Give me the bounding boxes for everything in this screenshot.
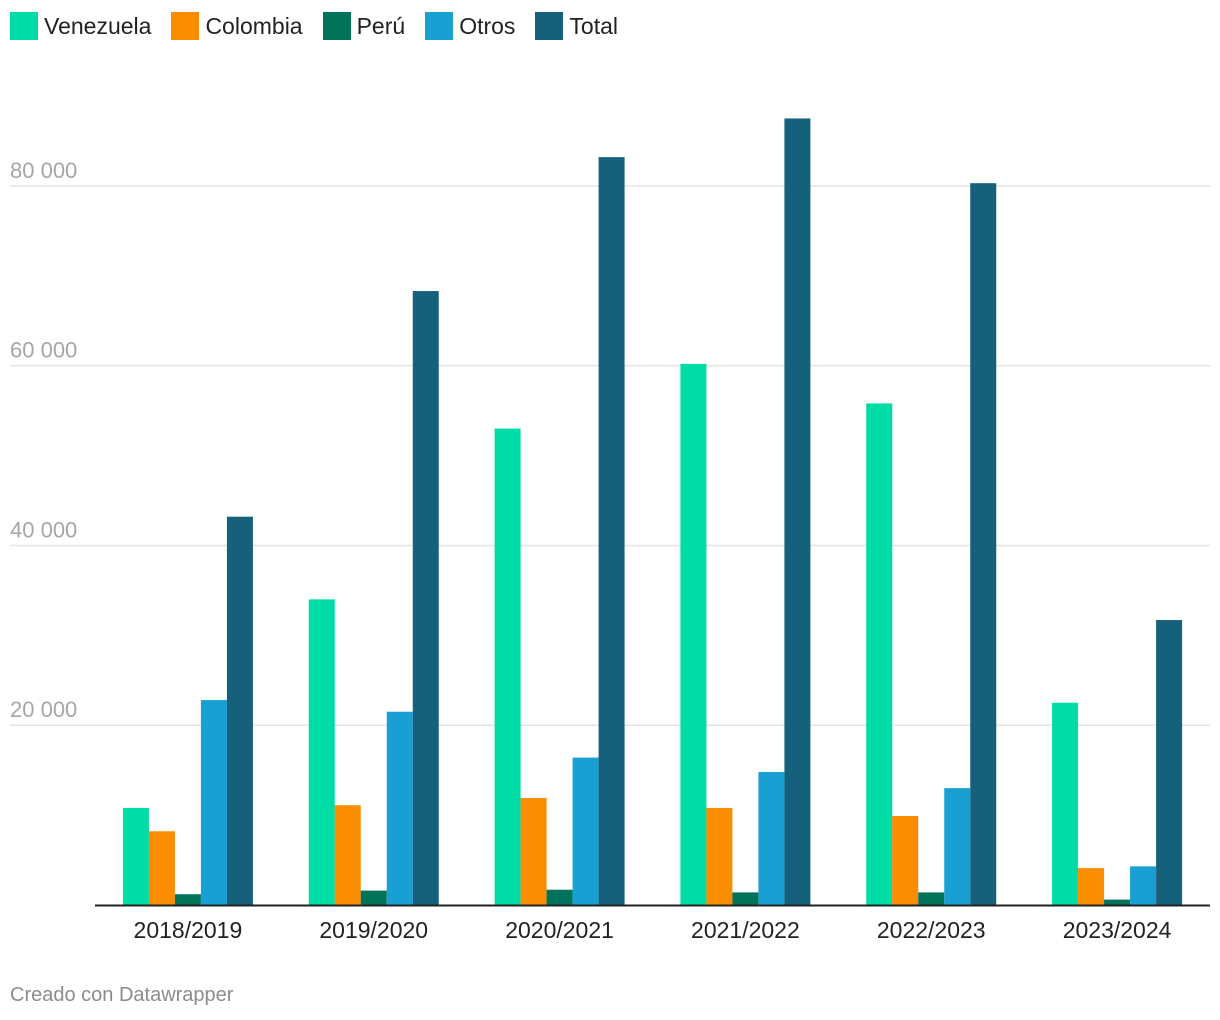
- legend-label: Otros: [459, 12, 516, 39]
- bar-peru-2021-2022: [732, 892, 759, 905]
- bar-otros-2023-2024: [1130, 866, 1157, 905]
- y-tick-label: 60 000: [10, 338, 77, 363]
- bar-colombia-2019-2020: [334, 805, 361, 905]
- x-tick-label: 2020/2021: [505, 917, 614, 943]
- bar-venezuela-2019-2020: [308, 599, 335, 905]
- y-tick-label: 80 000: [10, 158, 77, 183]
- legend-label: Venezuela: [44, 12, 152, 39]
- y-tick-label: 40 000: [10, 517, 77, 542]
- legend-label: Perú: [356, 12, 406, 39]
- bar-venezuela-2020-2021: [494, 428, 521, 905]
- bar-venezuela-2021-2022: [680, 363, 707, 905]
- y-axis-tick-labels: 20 000 40 000 60 000 80 000: [10, 158, 77, 722]
- bar-total-2022-2023: [970, 183, 997, 906]
- bar-total-2019-2020: [412, 291, 439, 905]
- bar-colombia-2023-2024: [1078, 868, 1105, 905]
- y-tick-label: 20 000: [10, 697, 77, 722]
- legend-item-total: Total: [535, 12, 618, 40]
- bar-venezuela-2023-2024: [1052, 702, 1079, 905]
- bar-venezuela-2018-2019: [122, 807, 149, 905]
- legend-swatch: [322, 12, 351, 40]
- legend-item-colombia: Colombia: [171, 12, 303, 40]
- bar-otros-2018-2019: [200, 700, 227, 905]
- bar-total-2020-2021: [598, 157, 625, 905]
- bar-venezuela-2022-2023: [866, 403, 893, 905]
- bars: [122, 118, 1183, 906]
- bar-otros-2022-2023: [944, 788, 971, 905]
- x-tick-label: 2023/2024: [1063, 917, 1172, 943]
- bar-chart: 20 000 40 000 60 000 80 000 2018/2019 2019/2…: [10, 118, 1210, 943]
- bar-peru-2022-2023: [918, 892, 945, 905]
- x-tick-label: 2022/2023: [877, 917, 986, 943]
- credit-footer: Creado con Datawrapper: [10, 984, 234, 1006]
- legend-swatch: [171, 12, 200, 40]
- bar-peru-2019-2020: [360, 890, 387, 905]
- bar-colombia-2018-2019: [148, 831, 175, 905]
- bar-peru-2023-2024: [1104, 899, 1131, 905]
- legend-item-peru: Perú: [322, 12, 406, 40]
- legend-label: Total: [569, 12, 619, 39]
- bar-colombia-2022-2023: [892, 816, 919, 905]
- x-axis-tick-labels: 2018/2019 2019/2020 2020/2021 2021/2022 2022…: [134, 917, 1172, 943]
- legend-swatch: [10, 12, 38, 40]
- legend-item-venezuela: Venezuela: [10, 12, 151, 40]
- bar-total-2021-2022: [784, 118, 811, 905]
- legend-item-otros: Otros: [425, 12, 515, 40]
- x-tick-label: 2019/2020: [319, 917, 428, 943]
- bar-colombia-2021-2022: [706, 807, 733, 905]
- legend-label: Colombia: [205, 12, 303, 39]
- bar-colombia-2020-2021: [520, 798, 547, 905]
- bar-peru-2018-2019: [174, 894, 201, 905]
- bar-otros-2019-2020: [386, 711, 413, 905]
- legend-swatch: [425, 12, 454, 40]
- bar-peru-2020-2021: [546, 889, 573, 905]
- x-tick-label: 2021/2022: [691, 917, 800, 943]
- bar-total-2023-2024: [1156, 620, 1183, 905]
- bar-otros-2020-2021: [572, 757, 599, 905]
- bar-otros-2021-2022: [758, 771, 785, 905]
- bar-total-2018-2019: [226, 516, 253, 905]
- chart-legend: Venezuela Colombia Perú Otros Total: [10, 10, 638, 42]
- legend-swatch: [535, 12, 564, 40]
- x-tick-label: 2018/2019: [134, 917, 243, 943]
